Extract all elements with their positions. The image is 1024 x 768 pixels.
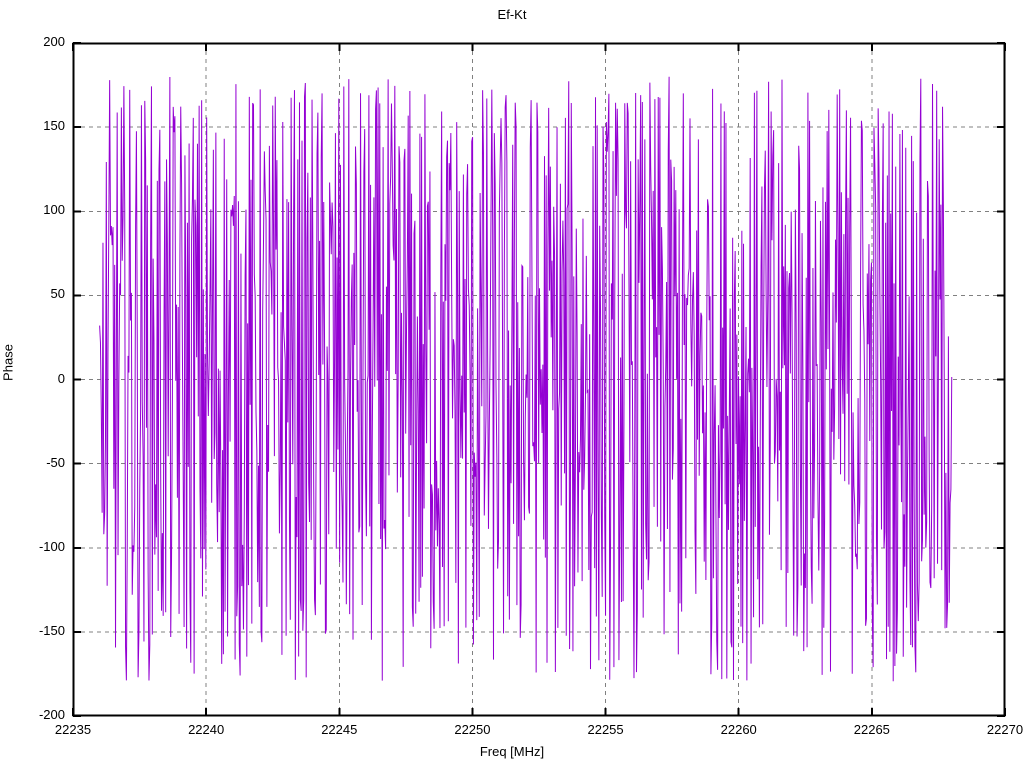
data-series-line bbox=[99, 76, 953, 682]
x-tick-label-text: 22270 bbox=[986, 722, 1024, 737]
x-tick-label-text: 22250 bbox=[454, 722, 491, 737]
y-tick-label-text: 150 bbox=[43, 118, 65, 134]
data-series-group bbox=[99, 76, 953, 682]
x-tick-label-text: 22265 bbox=[853, 722, 890, 737]
x-tick-label-text: 22235 bbox=[54, 722, 92, 737]
y-tick-label-text: 100 bbox=[43, 202, 65, 218]
y-tick-label-text: 200 bbox=[43, 34, 65, 49]
y-tick-label-text: -150 bbox=[38, 622, 65, 638]
y-tick-label-text: 0 bbox=[57, 370, 65, 386]
y-tick-label-text: -50 bbox=[46, 454, 65, 470]
chart-title: Ef-Kt bbox=[497, 7, 527, 22]
x-tick-label-text: 22260 bbox=[720, 722, 757, 737]
y-tick-label-text: -200 bbox=[38, 707, 65, 722]
x-axis-label: Freq [MHz] bbox=[479, 744, 545, 759]
y-tick-label-text: -100 bbox=[38, 538, 65, 554]
x-tick-label-text: 22240 bbox=[188, 722, 225, 737]
x-tick-label-text: 22255 bbox=[587, 722, 624, 737]
axis-ticks bbox=[72, 42, 1006, 717]
x-tick-label-text: 22245 bbox=[321, 722, 358, 737]
y-tick-label-text: 50 bbox=[50, 286, 65, 302]
